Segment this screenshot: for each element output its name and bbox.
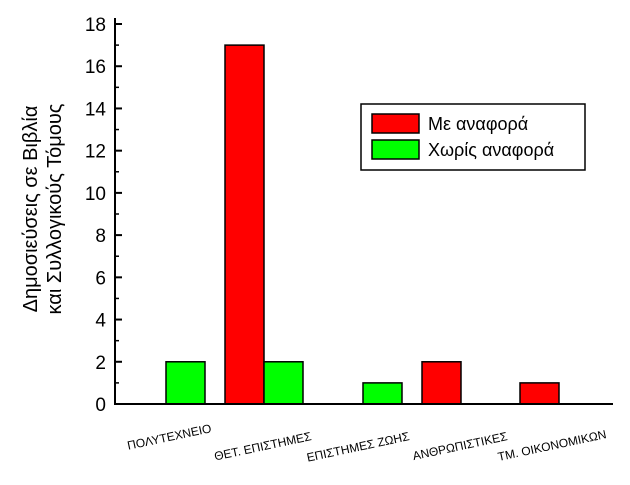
x-tick-label: ΠΟΛΥΤΕΧΝΕΙΟ [126, 421, 213, 452]
y-tick-label: 8 [95, 226, 106, 247]
bar-without-citation [165, 361, 206, 405]
legend-label: Χωρίς αναφορά [428, 140, 554, 160]
y-tick-label: 14 [85, 99, 107, 120]
y-axis-label-line-2: και Συλλογικούς Τόμους [44, 103, 66, 315]
y-tick-label: 2 [95, 353, 106, 374]
y-tick-label: 16 [85, 57, 106, 78]
y-tick-label: 18 [85, 15, 106, 36]
legend-swatch [371, 113, 420, 134]
y-tick-label: 0 [95, 395, 106, 416]
x-tick-label: ΘΕΤ. ΕΠΙΣΤΗΜΕΣ [213, 429, 313, 463]
bar-without-citation [362, 382, 403, 405]
y-axis-label-line-1: Δημοσιεύσεις σε Βιβλία [20, 105, 42, 313]
y-tick-label: 6 [95, 268, 106, 289]
x-tick-label: ΤΜ. ΟΙΚΟΝΟΜΙΚΩΝ [497, 427, 608, 464]
y-tick-label: 10 [85, 184, 106, 205]
x-tick-label: ΑΝΘΡΩΠΙΣΤΙΚΕΣ [411, 429, 508, 463]
y-tick-label: 12 [85, 142, 106, 163]
x-tick-label: ΕΠΙΣΤΗΜΕΣ ΖΩΗΣ [305, 429, 410, 464]
bar-without-citation [263, 361, 304, 405]
bar-with-citation [519, 382, 560, 405]
legend-label: Με αναφορά [428, 114, 528, 134]
bar-with-citation [224, 44, 265, 405]
y-tick-label: 4 [95, 311, 106, 332]
bar-with-citation [421, 361, 462, 405]
y-axis-label: Δημοσιεύσεις σε Βιβλία και Συλλογικούς Τ… [8, 34, 78, 384]
legend-swatch [371, 139, 420, 160]
